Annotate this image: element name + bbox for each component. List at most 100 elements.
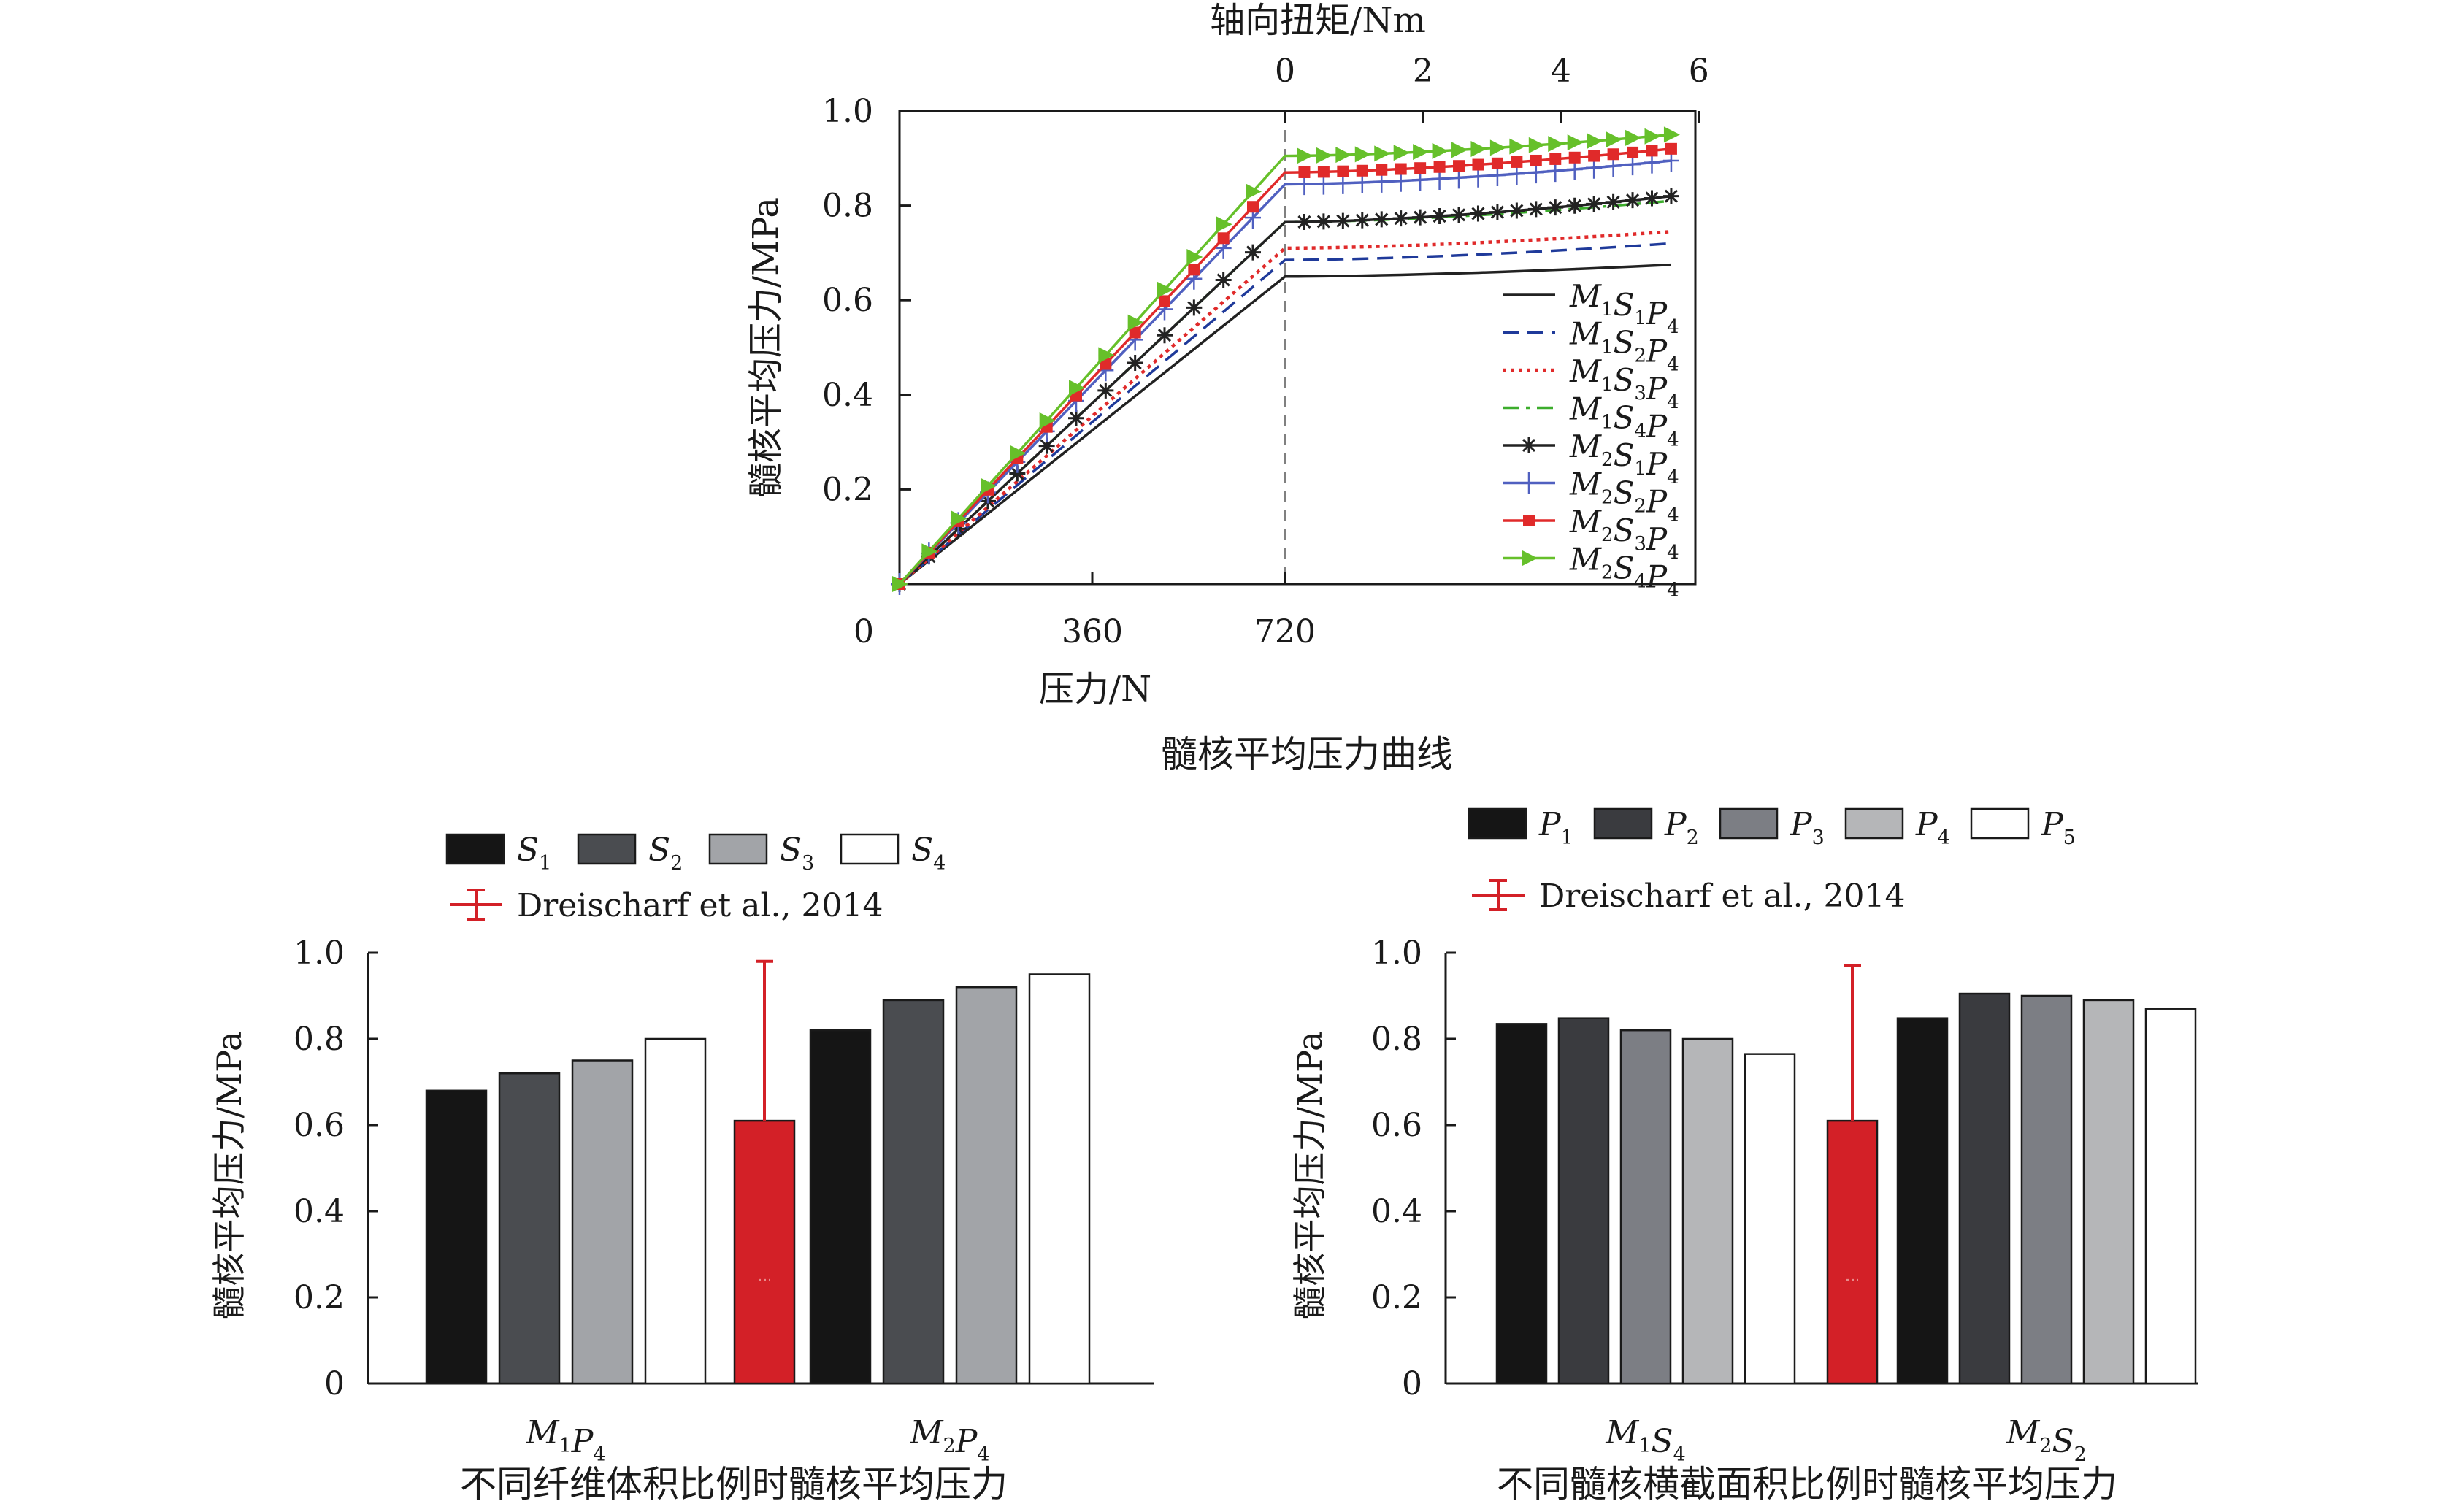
- marker-square: [1523, 515, 1535, 526]
- legend-swatch: [1719, 807, 1779, 840]
- marker-star: [1335, 212, 1351, 229]
- marker-plus: [1521, 472, 1537, 494]
- marker-triangle: [1587, 133, 1603, 150]
- marker-triangle: [1567, 134, 1584, 151]
- x-top-axis-label: 轴向扭矩/Nm: [1210, 0, 1426, 41]
- marker-square: [1159, 295, 1170, 307]
- y-tick-label: 0.2: [1371, 1279, 1422, 1316]
- marker-triangle: [1489, 139, 1506, 156]
- marker-square: [1491, 157, 1503, 169]
- bar-1-1: [425, 1089, 488, 1385]
- reference-legend-label: Dreischarf et al., 2014: [517, 887, 883, 924]
- marker-square: [1607, 148, 1619, 161]
- legend-label: P5: [2041, 806, 2076, 849]
- marker-square: [1530, 154, 1542, 166]
- legend-swatch: [445, 833, 505, 865]
- marker-star: [1215, 272, 1232, 288]
- legend-swatch: [1593, 807, 1653, 840]
- marker-square: [1511, 156, 1523, 168]
- bar-1-1: [1495, 1023, 1548, 1385]
- legend-swatch: [577, 833, 637, 865]
- marker-star: [1586, 196, 1603, 212]
- series-1: [898, 263, 1672, 586]
- series-5: [891, 188, 1679, 592]
- y-tick-label: 0.4: [822, 377, 873, 414]
- reference-legend-label: Dreischarf et al., 2014: [1539, 878, 1905, 915]
- legend-label: M2S3P4: [1569, 504, 1679, 564]
- legend-swatch: [840, 833, 900, 865]
- marker-triangle: [1413, 144, 1430, 161]
- legend-label: S1: [517, 832, 551, 875]
- x-bottom-tick-label: 0: [854, 613, 874, 651]
- marker-square: [1549, 153, 1562, 165]
- marker-star: [1547, 199, 1564, 216]
- marker-star: [1489, 204, 1506, 220]
- legend-label: M2S4P4: [1569, 542, 1679, 602]
- marker-star: [1157, 327, 1173, 344]
- series-line: [898, 242, 1672, 586]
- bar-legend: S1 S2 S3 S4 Dreischarf et al., 2014: [445, 832, 946, 924]
- bar-2-4: [1028, 973, 1091, 1385]
- bar-legend: P1 P2 P3 P4 P5 Dreischarf et al., 2014: [1468, 806, 2076, 915]
- x-top-tick-label: 2: [1413, 53, 1433, 90]
- marker-triangle: [921, 543, 938, 560]
- marker-star: [1009, 465, 1026, 482]
- bar-chart-caption: 不同纤维体积比例时髓核平均压力: [460, 1463, 1008, 1505]
- marker-star: [1662, 188, 1679, 204]
- marker-star: [1527, 201, 1544, 218]
- plot-frame: [898, 110, 1697, 586]
- marker-star: [1296, 213, 1313, 230]
- marker-star: [1245, 244, 1261, 261]
- marker-star: [1412, 209, 1429, 226]
- marker-star: [1373, 211, 1390, 228]
- legend-label: M1S4P4: [1569, 391, 1679, 451]
- marker-star: [1451, 207, 1468, 223]
- legend-swatch: [708, 833, 768, 865]
- y-tick-label: 0.4: [294, 1193, 345, 1230]
- marker-star: [1127, 355, 1143, 372]
- y-axis-label: 髓核平均压力/MPa: [745, 197, 786, 498]
- series-2: [898, 242, 1672, 586]
- marker-triangle: [1335, 147, 1352, 164]
- bar-2-1: [1896, 1017, 1949, 1385]
- marker-star: [1470, 205, 1487, 222]
- y-tick-label: 0.8: [294, 1021, 345, 1058]
- group-label: M1S4: [1605, 1414, 1686, 1466]
- marker-square: [1337, 165, 1349, 177]
- y-tick-label: 0.6: [822, 282, 873, 319]
- series-line: [898, 159, 1672, 586]
- marker-star: [1508, 202, 1525, 219]
- marker-square: [1646, 145, 1658, 157]
- series-8: [892, 126, 1680, 592]
- bar-2-3: [2020, 994, 2073, 1385]
- line-chart-caption: 髓核平均压力曲线: [1161, 733, 1453, 775]
- marker-square: [1100, 358, 1112, 370]
- marker-triangle: [1509, 138, 1526, 155]
- legend-label: P4: [1915, 806, 1950, 849]
- marker-square: [1472, 158, 1484, 171]
- y-tick-label: 0: [324, 1365, 345, 1402]
- group-label: M2P4: [909, 1414, 989, 1466]
- series-line: [898, 229, 1672, 586]
- bar-1-4: [644, 1037, 707, 1385]
- y-tick-label: 0.8: [1371, 1021, 1422, 1058]
- marker-triangle: [1606, 131, 1622, 148]
- marker-star: [1644, 190, 1660, 207]
- legend-label: S2: [648, 832, 683, 875]
- marker-triangle: [1393, 145, 1410, 161]
- marker-triangle: [1625, 129, 1642, 146]
- bar-1-2: [498, 1072, 561, 1385]
- marker-star: [1068, 410, 1084, 426]
- legend-label: M1S1P4: [1569, 278, 1679, 338]
- marker-triangle: [1522, 550, 1538, 567]
- series-line: [898, 133, 1672, 586]
- fiber-ratio-bar-chart: 1.0 0.8 0.6 0.4 0.2 0 髓核平均压力/MPa M1P4 M2P4 S1 S2 S3…: [210, 832, 1154, 1505]
- marker-star: [1315, 213, 1332, 230]
- y-tick-label: 0.2: [294, 1279, 345, 1316]
- marker-square: [1376, 164, 1388, 176]
- marker-triangle: [1644, 128, 1661, 145]
- x-bottom-tick-label: 720: [1254, 613, 1316, 651]
- marker-triangle: [1098, 347, 1115, 364]
- bar-2-3: [955, 986, 1018, 1385]
